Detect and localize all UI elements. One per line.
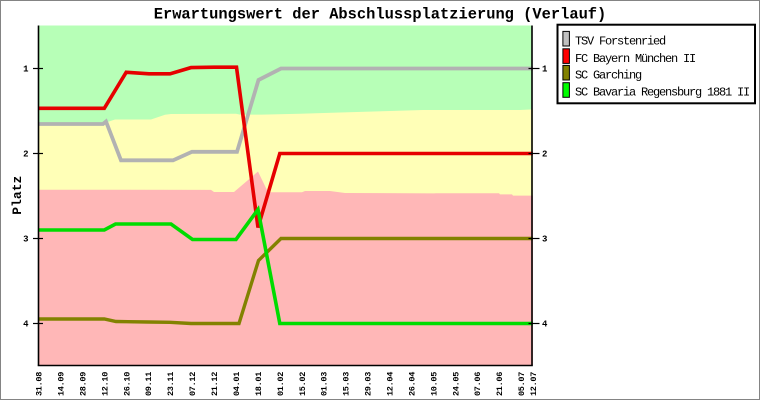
svg-text:05.07: 05.07: [517, 372, 527, 396]
svg-text:10.05: 10.05: [429, 372, 439, 396]
svg-text:2: 2: [542, 150, 547, 160]
svg-text:21.06: 21.06: [495, 372, 505, 396]
svg-text:Erwartungswert der Abschlusspl: Erwartungswert der Abschlussplatzierung …: [154, 5, 607, 23]
svg-text:29.03: 29.03: [364, 372, 374, 396]
svg-text:4: 4: [542, 320, 548, 330]
svg-text:FC Bayern München II: FC Bayern München II: [575, 52, 695, 66]
svg-text:SC Garching: SC Garching: [575, 68, 642, 82]
svg-text:1: 1: [23, 65, 29, 75]
svg-text:28.09: 28.09: [79, 372, 89, 396]
svg-text:3: 3: [542, 235, 547, 245]
svg-text:26.04: 26.04: [407, 372, 417, 396]
svg-text:21.12: 21.12: [210, 372, 220, 396]
svg-text:01.03: 01.03: [320, 372, 330, 396]
svg-text:3: 3: [23, 235, 28, 245]
svg-text:2: 2: [23, 150, 28, 160]
svg-text:12.04: 12.04: [386, 372, 396, 396]
svg-text:15.03: 15.03: [342, 372, 352, 396]
svg-text:14.09: 14.09: [57, 372, 67, 396]
svg-text:04.01: 04.01: [232, 372, 242, 396]
svg-text:31.08: 31.08: [35, 372, 45, 396]
svg-text:TSV Forstenried: TSV Forstenried: [575, 34, 666, 48]
svg-text:18.01: 18.01: [254, 372, 264, 396]
svg-text:01.02: 01.02: [276, 372, 286, 396]
svg-text:12.07: 12.07: [529, 372, 539, 396]
svg-text:SC Bavaria Regensburg 1881 II: SC Bavaria Regensburg 1881 II: [575, 86, 749, 100]
svg-text:09.11: 09.11: [144, 372, 154, 396]
svg-text:Platz: Platz: [10, 176, 25, 215]
svg-text:26.10: 26.10: [122, 372, 132, 396]
svg-text:15.02: 15.02: [298, 372, 308, 396]
svg-text:23.11: 23.11: [166, 372, 176, 396]
svg-text:12.10: 12.10: [100, 372, 110, 396]
svg-text:07.12: 07.12: [188, 372, 198, 396]
svg-text:07.06: 07.06: [473, 372, 483, 396]
svg-text:1: 1: [542, 65, 548, 75]
svg-text:24.05: 24.05: [451, 372, 461, 396]
svg-text:4: 4: [23, 320, 29, 330]
